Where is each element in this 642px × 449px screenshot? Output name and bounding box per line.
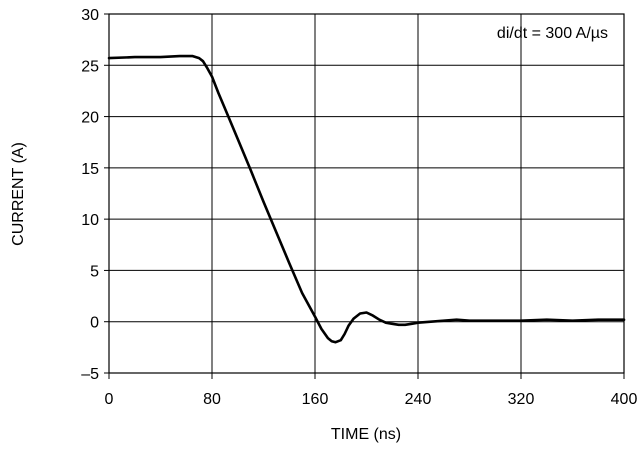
y-tick-label: 25 (81, 58, 99, 75)
x-tick-label: 320 (508, 391, 535, 408)
y-tick-labels: –5 0 5 10 15 20 25 30 (81, 7, 99, 383)
y-tick-label: 15 (81, 161, 99, 178)
x-tick-label: 80 (203, 391, 221, 408)
x-tick-label: 0 (105, 391, 114, 408)
didt-annotation: di/dt = 300 A/µs (497, 25, 608, 42)
x-tick-label: 240 (405, 391, 432, 408)
plot-frame (108, 13, 625, 374)
grid-lines (109, 14, 624, 373)
y-tick-label: 30 (81, 7, 99, 24)
current-trace-line (107, 54, 626, 344)
y-axis-title: CURRENT (A) (10, 142, 27, 246)
x-tick-label: 400 (611, 391, 638, 408)
y-tick-label: 10 (81, 212, 99, 229)
y-tick-label: 20 (81, 110, 99, 127)
y-tick-label: 5 (90, 263, 99, 280)
x-axis-title: TIME (ns) (331, 426, 401, 443)
y-tick-label: –5 (81, 366, 99, 383)
x-tick-label: 160 (302, 391, 329, 408)
tick-marks (104, 13, 625, 379)
y-tick-label: 0 (90, 315, 99, 332)
x-tick-labels: 0 80 160 240 320 400 (105, 391, 638, 408)
